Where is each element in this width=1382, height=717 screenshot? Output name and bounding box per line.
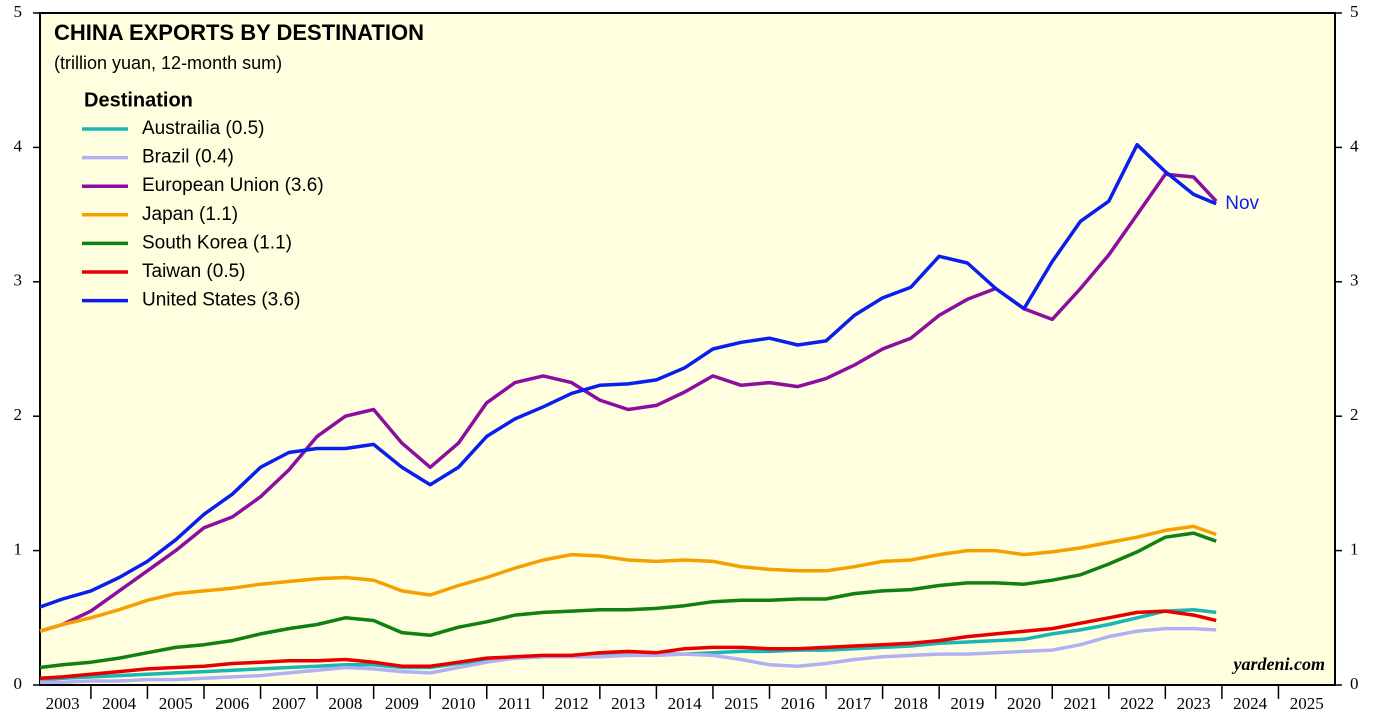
x-tick-label: 2023 (1177, 694, 1211, 713)
x-tick-label: 2021 (1064, 694, 1098, 713)
plot-area (39, 12, 1336, 686)
x-tick-label: 2009 (385, 694, 419, 713)
legend-title: Destination (84, 89, 193, 111)
y-tick-label: 3 (14, 271, 23, 290)
series-line (39, 531, 1217, 670)
x-tick-label: 2007 (272, 694, 307, 713)
x-tick-label: 2012 (555, 694, 589, 713)
x-tick-label: 2020 (1007, 694, 1041, 713)
legend-label: United States (3.6) (142, 290, 300, 311)
x-tick-label: 2017 (837, 694, 872, 713)
legend-label: Taiwan (0.5) (142, 261, 246, 282)
y-tick-label: 0 (14, 674, 23, 693)
x-tick-label: 2005 (159, 694, 193, 713)
y2-tick-label: 0 (1350, 674, 1359, 693)
legend-label: Austrailia (0.5) (142, 118, 265, 139)
x-tick-label: 2014 (668, 694, 703, 713)
y2-tick-label: 2 (1350, 405, 1359, 424)
x-tick-label: 2003 (46, 694, 80, 713)
series-line (39, 524, 1217, 633)
x-tick-label: 2013 (611, 694, 645, 713)
y2-tick-label: 5 (1350, 2, 1359, 21)
chart-subtitle: (trillion yuan, 12-month sum) (54, 53, 282, 73)
legend-label: South Korea (1.1) (142, 232, 292, 253)
y2-tick-label: 3 (1350, 271, 1359, 290)
x-tick-label: 2024 (1233, 694, 1268, 713)
x-tick-label: 2022 (1120, 694, 1154, 713)
chart-title: CHINA EXPORTS BY DESTINATION (54, 20, 424, 45)
series-line (39, 142, 1217, 609)
legend-label: European Union (3.6) (142, 175, 324, 196)
series-line (40, 626, 1217, 685)
x-tick-label: 2025 (1290, 694, 1324, 713)
x-tick-label: 2011 (498, 694, 531, 713)
x-tick-label: 2015 (724, 694, 758, 713)
y2-tick-label: 4 (1350, 136, 1359, 155)
end-label: Nov (1225, 193, 1259, 214)
y-tick-label: 4 (14, 136, 23, 155)
legend-label: Brazil (0.4) (142, 147, 234, 168)
x-tick-label: 2006 (215, 694, 249, 713)
x-tick-label: 2019 (950, 694, 984, 713)
x-tick-label: 2016 (781, 694, 815, 713)
x-tick-label: 2004 (102, 694, 137, 713)
x-tick-label: 2010 (441, 694, 475, 713)
x-tick-label: 2008 (328, 694, 362, 713)
y2-tick-label: 1 (1350, 540, 1359, 559)
x-tick-label: 2018 (894, 694, 928, 713)
legend-label: Japan (1.1) (142, 204, 238, 225)
y-tick-label: 1 (14, 540, 23, 559)
series-line (39, 609, 1217, 681)
y-tick-label: 2 (14, 405, 23, 424)
source-label: yardeni.com (1232, 654, 1326, 674)
y-tick-label: 5 (14, 2, 23, 21)
